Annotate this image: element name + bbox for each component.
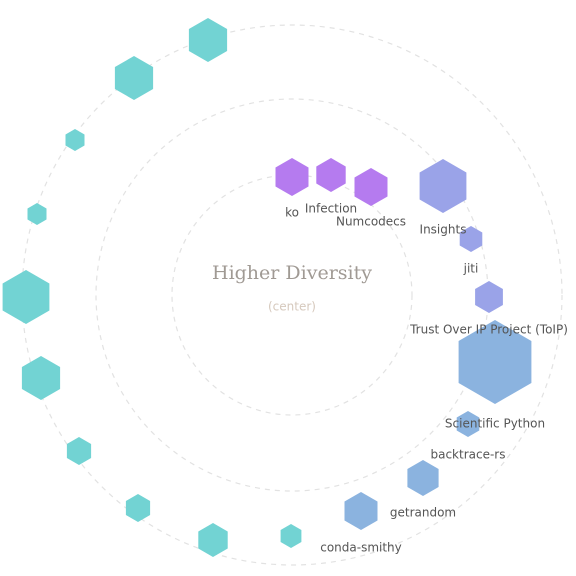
node-label: Numcodecs: [336, 215, 406, 229]
node-label: conda-smithy: [320, 541, 402, 555]
node-hexagon: [354, 168, 388, 206]
node-hexagon: [407, 460, 439, 496]
node-hexagon: [458, 320, 532, 404]
node-label: getrandom: [390, 506, 456, 520]
node-hexagon: [344, 492, 378, 530]
node-label: jiti: [463, 262, 479, 276]
node-hexagon: [456, 411, 480, 437]
outer-hexagon: [198, 523, 228, 557]
node-hexagon: [275, 158, 309, 196]
center-title: Higher Diversity: [212, 262, 372, 284]
outer-hexagon: [21, 356, 61, 400]
node-label: Insights: [420, 223, 467, 237]
node-label: Trust Over IP Project (ToIP): [409, 323, 568, 337]
outer-ring: [21, 24, 563, 566]
middle-ring: [95, 98, 489, 492]
node-hexagon: [459, 226, 483, 252]
node-label: Scientific Python: [445, 417, 545, 431]
node-hexagon: [316, 158, 346, 192]
node-hexagon: [419, 159, 467, 213]
outer-hexagon: [2, 270, 50, 324]
outer-hexagon: [114, 56, 154, 100]
node-label: backtrace-rs: [430, 448, 505, 462]
outer-hexagon: [65, 129, 85, 151]
outer-hexagon: [188, 18, 228, 62]
center-subtitle: (center): [268, 300, 316, 314]
inner-ring: [171, 174, 413, 416]
node-hexagon: [475, 281, 503, 313]
outer-hexagon: [27, 203, 47, 225]
outer-hexagon: [66, 437, 92, 465]
outer-hexagon: [280, 524, 302, 548]
node-label: Infection: [305, 202, 357, 216]
node-label: ko: [285, 206, 299, 220]
outer-hexagon: [125, 494, 151, 522]
